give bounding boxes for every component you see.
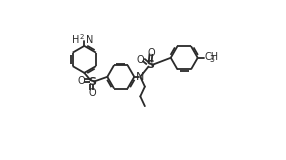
Text: O: O bbox=[77, 76, 85, 86]
Text: O: O bbox=[88, 88, 96, 98]
Text: H: H bbox=[72, 35, 80, 45]
Text: N: N bbox=[136, 72, 144, 82]
Text: 3: 3 bbox=[210, 55, 214, 64]
Text: 2: 2 bbox=[80, 34, 84, 40]
Text: O: O bbox=[147, 48, 155, 58]
Text: S: S bbox=[88, 77, 96, 87]
Text: CH: CH bbox=[205, 52, 219, 62]
Text: S: S bbox=[146, 60, 154, 70]
Text: O: O bbox=[136, 55, 144, 65]
Text: N: N bbox=[86, 35, 93, 45]
